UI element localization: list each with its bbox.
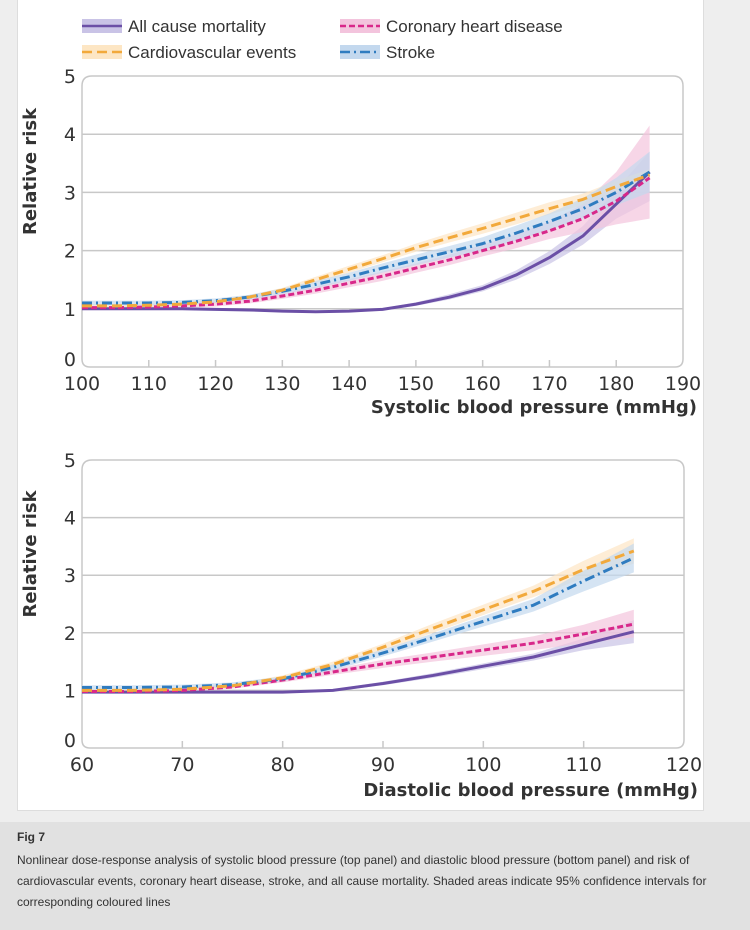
x-tick-label: 60 [70,754,94,776]
x-tick-label: 130 [264,373,300,395]
y-tick-label: 4 [64,508,76,530]
x-tick-label: 120 [666,754,702,776]
series-line [82,173,651,308]
y-tick-label: 4 [64,124,76,146]
figure-caption: Fig 7 Nonlinear dose-response analysis o… [0,822,750,930]
series-line [82,176,651,310]
series-line [82,170,651,305]
legend-label: Cardiovascular events [128,43,296,62]
legend-item: All cause mortality [82,17,266,36]
confidence-band [82,169,650,308]
y-tick-label: 0 [64,730,76,752]
legend-label: Coronary heart disease [386,17,563,36]
x-tick-label: 120 [197,373,233,395]
series-line [82,630,635,694]
legend-item: Coronary heart disease [340,17,563,36]
y-tick-label: 5 [64,66,76,88]
series-line [82,549,635,692]
x-tick-label: 110 [131,373,167,395]
legend-label: Stroke [386,43,435,62]
diastolic-chart: 0 1 2 3 4 5 60 70 80 90 100 110 120 Diastolic blood p… [20,450,702,801]
confidence-band [82,543,634,690]
y-tick-label: 5 [64,450,76,472]
plot-frame [81,459,685,749]
x-axis-label: Diastolic blood pressure (mmHg) [363,780,698,801]
series-line [82,170,651,314]
confidence-band [82,151,650,306]
x-tick-label: 160 [465,373,501,395]
x-tick-label: 80 [271,754,295,776]
figure-panel [17,0,704,811]
y-tick-label: 1 [64,299,76,321]
systolic-chart: 0 1 2 3 4 5 100 110 120 130 140 150 160 170 180 190Syst… [20,66,701,418]
y-axis-label: Relative risk [20,489,41,617]
y-tick-label: 2 [64,623,76,645]
figure-chart: All cause mortality Coronary heart diseas… [20,17,702,801]
legend-item: Stroke [340,43,435,62]
y-axis-label: Relative risk [20,107,41,235]
x-tick-label: 190 [665,373,701,395]
x-axis-label: Systolic blood pressure (mmHg) [371,397,697,418]
x-tick-label: 90 [371,754,395,776]
x-tick-label: 110 [566,754,602,776]
legend-label: All cause mortality [128,17,266,36]
confidence-band [82,620,634,694]
x-tick-label: 150 [398,373,434,395]
caption-text: Nonlinear dose-response analysis of syst… [17,853,707,909]
x-tick-label: 100 [465,754,501,776]
y-tick-label: 3 [64,565,76,587]
x-tick-label: 180 [598,373,634,395]
y-tick-label: 0 [64,349,76,371]
x-tick-label: 100 [64,373,100,395]
plot-frame [81,75,684,368]
caption-title: Fig 7 [17,830,46,844]
x-tick-label: 170 [531,373,567,395]
y-tick-label: 2 [64,241,76,263]
y-tick-label: 1 [64,680,76,702]
legend-item: Cardiovascular events [82,43,296,62]
y-tick-label: 3 [64,182,76,204]
x-tick-label: 140 [331,373,367,395]
x-tick-label: 70 [170,754,194,776]
legend: All cause mortality Coronary heart diseas… [82,17,563,62]
